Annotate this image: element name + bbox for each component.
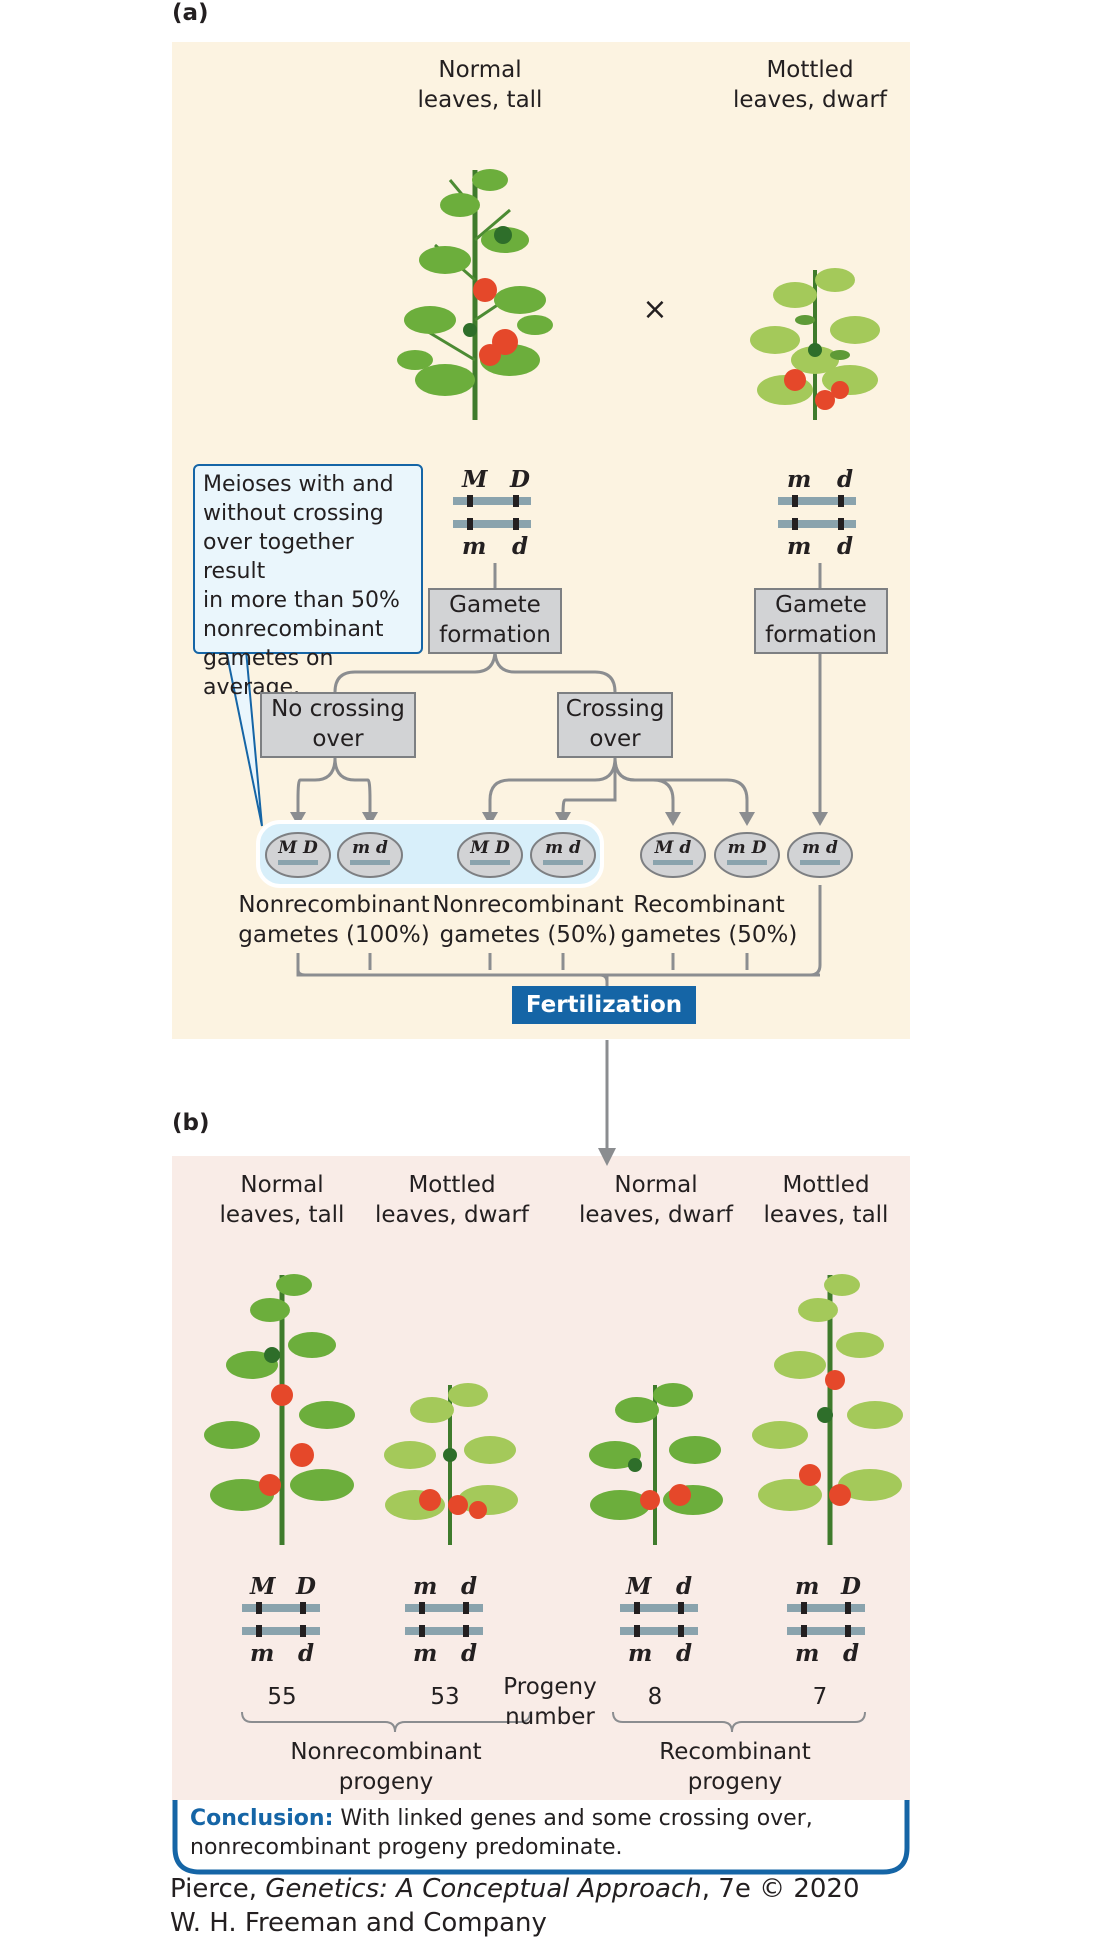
crossing-over-box: Crossing over — [557, 692, 673, 758]
panel-a-letter: (a) — [172, 0, 209, 26]
dwarf-plant-illustration — [750, 268, 880, 420]
recombinant-progeny-label: Recombinant progeny — [659, 1739, 811, 1795]
parent2-chromosomes — [778, 495, 856, 530]
gamete-7-alleles: m d — [802, 838, 838, 858]
parent1-top-gene-1: M — [462, 466, 488, 493]
gamete-oval-7 — [787, 832, 853, 878]
parent2-label: Mottled leaves, dwarf — [732, 57, 888, 113]
cross-symbol: × — [642, 292, 668, 327]
gamete-1-alleles: M D — [278, 838, 318, 858]
progeny-plant-4 — [752, 1274, 903, 1545]
no-crossing-over-box: No crossing over — [260, 692, 416, 758]
parent2-top-gene-2: d — [837, 466, 854, 493]
progeny-1-label: Normal leaves, tall — [219, 1172, 345, 1228]
parent1-bottom-gene-2: d — [512, 533, 529, 560]
nonrecombinant-highlight — [256, 820, 604, 888]
meiosis-callout: Meioses with and without crossing over to… — [193, 464, 423, 700]
progeny-4-label: Mottled leaves, tall — [763, 1172, 889, 1228]
gamete-oval-5 — [640, 832, 706, 878]
progeny-3-bottom-gene-1: m — [628, 1640, 653, 1667]
progeny-1-bottom-gene-2: d — [298, 1640, 315, 1667]
progeny-2-top-gene-2: d — [461, 1573, 478, 1600]
recombinant-brace — [612, 1711, 866, 1733]
progeny-4-count: 7 — [812, 1684, 828, 1710]
panel-b-letter: (b) — [172, 1110, 210, 1136]
progeny-number-label: Progeny number — [503, 1674, 597, 1730]
parent1-top-gene-2: D — [510, 466, 530, 493]
progeny-1-count: 55 — [267, 1684, 297, 1710]
gamete-ovals — [265, 832, 853, 878]
parent1-bottom-gene-1: m — [462, 533, 487, 560]
nonrecombinant-brace — [241, 1711, 531, 1733]
recombinant-gametes-50-label: Recombinant gametes (50%) — [620, 892, 798, 948]
progeny-4-top-gene-1: m — [795, 1573, 820, 1600]
progeny-3-label: Normal leaves, dwarf — [578, 1172, 734, 1228]
parent2-bottom-gene-1: m — [787, 533, 812, 560]
parent2-top-gene-1: m — [787, 466, 812, 493]
fertilization-label: Fertilization — [512, 986, 696, 1024]
progeny-4-top-gene-2: D — [841, 1573, 861, 1600]
progeny-3-count: 8 — [647, 1684, 663, 1710]
progeny-chromosomes — [242, 1602, 865, 1637]
progeny-2-label: Mottled leaves, dwarf — [374, 1172, 530, 1228]
gamete-3-alleles: M D — [470, 838, 510, 858]
gamete-oval-2 — [337, 832, 403, 878]
progeny-1-bottom-gene-1: m — [250, 1640, 275, 1667]
tall-plant-illustration — [397, 169, 553, 420]
progeny-4-bottom-gene-1: m — [795, 1640, 820, 1667]
conclusion-frame — [172, 1800, 910, 1875]
arrow-heads — [290, 812, 828, 1166]
progeny-2-count: 53 — [430, 1684, 460, 1710]
progeny-2-bottom-gene-1: m — [413, 1640, 438, 1667]
credit-line: Pierce, Genetics: A Conceptual Approach,… — [170, 1874, 860, 1938]
conclusion-label: Conclusion: — [190, 1806, 334, 1831]
gamete-formation-box-1: Gamete formation — [428, 588, 562, 654]
gamete-6-alleles: m D — [727, 838, 767, 858]
gamete-2-alleles: m d — [352, 838, 388, 858]
gamete-oval-3 — [457, 832, 523, 878]
progeny-3-bottom-gene-2: d — [676, 1640, 693, 1667]
progeny-4-bottom-gene-2: d — [843, 1640, 860, 1667]
gamete-4-alleles: m d — [545, 838, 581, 858]
nonrecombinant-gametes-100-label: Nonrecombinant gametes (100%) — [238, 892, 430, 948]
gamete-oval-4 — [530, 832, 596, 878]
nonrecombinant-progeny-label: Nonrecombinant progeny — [290, 1739, 482, 1795]
gamete-formation-box-2: Gamete formation — [754, 588, 888, 654]
gamete-connectors — [296, 563, 822, 1150]
progeny-1-top-gene-2: D — [296, 1573, 316, 1600]
conclusion-text: Conclusion: With linked genes and some c… — [190, 1806, 813, 1860]
parent1-label: Normal leaves, tall — [417, 57, 543, 113]
progeny-1-top-gene-1: M — [250, 1573, 276, 1600]
progeny-plant-3 — [589, 1383, 723, 1545]
gamete-oval-6 — [714, 832, 780, 878]
gamete-5-alleles: M d — [654, 838, 692, 858]
parent2-bottom-gene-2: d — [837, 533, 854, 560]
gamete-oval-1 — [265, 832, 331, 878]
progeny-3-top-gene-1: M — [626, 1573, 652, 1600]
progeny-plant-1 — [204, 1274, 355, 1545]
progeny-plant-2 — [384, 1383, 518, 1545]
progeny-2-top-gene-1: m — [413, 1573, 438, 1600]
parent1-chromosomes — [453, 495, 531, 530]
progeny-2-bottom-gene-2: d — [461, 1640, 478, 1667]
progeny-3-top-gene-2: d — [676, 1573, 693, 1600]
gamete-chromosome-bars — [278, 860, 840, 865]
nonrecombinant-gametes-50-label: Nonrecombinant gametes (50%) — [432, 892, 624, 948]
